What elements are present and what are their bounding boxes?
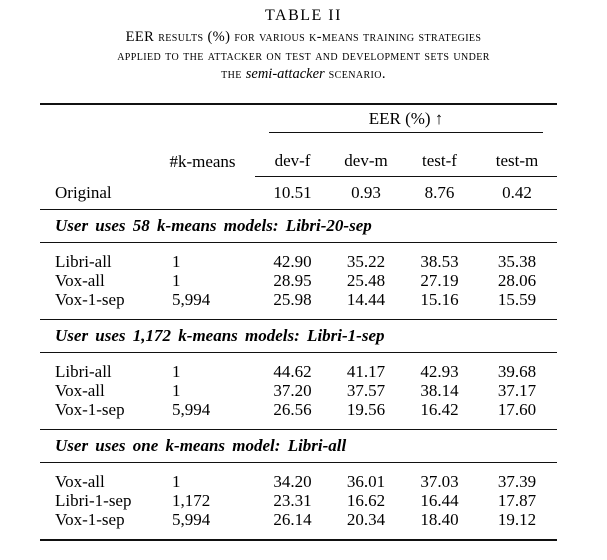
cell-test-m: 37.17 <box>497 381 537 400</box>
cell-test-f: 38.14 <box>420 381 459 400</box>
cell-dev-f: 34.20 <box>273 472 312 491</box>
kmeans-cell: 1 <box>172 381 181 400</box>
cell-dev-m: 35.22 <box>346 252 386 271</box>
kmeans-cell: 1 <box>172 472 181 491</box>
cell-test-m: 0.42 <box>477 176 558 210</box>
cell-dev-f: 44.62 <box>273 362 312 381</box>
row-label: Vox-1-sep <box>55 510 125 529</box>
section-header-row: User uses 1,172 k-means models: Libri-1-… <box>40 319 558 353</box>
table-row: Libri-all 1 42.90 35.22 38.53 35.38 <box>40 243 557 272</box>
kmeans-cell: 1 <box>172 362 181 381</box>
cell-dev-f: 25.98 <box>255 290 330 320</box>
column-header-blank <box>40 133 150 177</box>
cell-dev-m: 37.57 <box>346 381 386 400</box>
section-header: User uses 1,172 k-means models: Libri-1-… <box>40 319 558 353</box>
cell-test-m: 37.39 <box>497 472 537 491</box>
group-header-cell: EER (%) ↑ <box>255 104 557 133</box>
caption-line-2: applied to the attacker on test and deve… <box>117 47 490 64</box>
table-caption: TABLE II EER results (%) for various k-m… <box>0 6 607 84</box>
cell-dev-f: 26.14 <box>273 510 312 529</box>
row-label: Vox-all <box>55 472 105 491</box>
kmeans-cell: 1 <box>172 252 181 271</box>
group-header-spacer <box>40 104 255 133</box>
caption-line-1: EER results (%) for various k-means trai… <box>125 29 482 45</box>
kmeans-cell: 5,994 <box>150 400 255 430</box>
cell-dev-f: 28.95 <box>273 271 312 290</box>
row-label: Vox-1-sep <box>40 290 150 320</box>
cell-dev-f: 23.31 <box>273 491 312 510</box>
table-row: Vox-all 1 28.95 25.48 27.19 28.06 <box>40 271 557 290</box>
column-header-test-m: test-m <box>477 133 558 177</box>
cell-dev-m: 25.48 <box>346 271 386 290</box>
cell-dev-f: 42.90 <box>273 252 312 271</box>
column-header-test-f: test-f <box>402 133 477 177</box>
table-row: Vox-1-sep 5,994 25.98 14.44 15.16 15.59 <box>40 290 558 320</box>
cell-test-f: 8.76 <box>402 176 477 210</box>
table-row: Vox-1-sep 5,994 26.56 19.56 16.42 17.60 <box>40 400 558 430</box>
cell-test-m: 17.60 <box>477 400 558 430</box>
cell-test-m: 19.12 <box>497 510 537 529</box>
table-row: Vox-all 1 37.20 37.57 38.14 37.17 <box>40 381 557 400</box>
cell-test-m: 17.87 <box>497 491 537 510</box>
column-header-dev-m: dev-m <box>330 133 402 177</box>
table-row: Libri-1-sep 1,172 23.31 16.62 16.44 17.8… <box>40 491 557 510</box>
row-label: Libri-1-sep <box>55 491 132 510</box>
cell-test-f: 27.19 <box>420 271 459 290</box>
cell-test-f: 42.93 <box>420 362 459 381</box>
eer-group-header: EER (%) ↑ <box>269 109 544 133</box>
table-row: Vox-all 1 34.20 36.01 37.03 37.39 <box>40 463 557 492</box>
results-table: EER (%) ↑ #k-means dev-f dev-m test-f te… <box>40 103 558 541</box>
cell-test-m: 39.68 <box>497 362 537 381</box>
cell-dev-m: 16.62 <box>346 491 386 510</box>
kmeans-cell: 1,172 <box>172 491 211 510</box>
column-header-dev-f: dev-f <box>255 133 330 177</box>
cell-dev-f: 26.56 <box>255 400 330 430</box>
row-label: Vox-1-sep <box>40 400 150 430</box>
cell-dev-f: 37.20 <box>273 381 312 400</box>
table-row: Libri-all 1 44.62 41.17 42.93 39.68 <box>40 353 557 382</box>
kmeans-cell <box>150 176 255 210</box>
cell-dev-m: 0.93 <box>330 176 402 210</box>
section-header: User uses 58 k-means models: Libri-20-se… <box>40 209 558 243</box>
cell-test-m: 35.38 <box>497 252 537 271</box>
cell-dev-m: 36.01 <box>346 472 386 491</box>
cell-test-f: 18.40 <box>420 510 459 529</box>
kmeans-cell: 5,994 <box>172 510 211 529</box>
cell-dev-m: 19.56 <box>330 400 402 430</box>
cell-test-f: 37.03 <box>420 472 459 491</box>
row-label: Original <box>40 176 150 210</box>
group-header-row: EER (%) ↑ <box>40 104 557 133</box>
cell-test-m: 15.59 <box>477 290 558 320</box>
caption-scenario-name: semi-attacker <box>245 66 325 82</box>
caption-line-3: the semi-attacker scenario. <box>0 65 607 84</box>
table-caption-title: TABLE II <box>265 7 342 24</box>
section-header: User uses one k-means model: Libri-all <box>40 429 558 463</box>
cell-test-f: 16.44 <box>420 491 459 510</box>
table-row: Vox-1-sep 5,994 26.14 20.34 18.40 19.12 <box>40 510 557 540</box>
table-row-original: Original 10.51 0.93 8.76 0.42 <box>40 176 558 210</box>
cell-dev-m: 20.34 <box>346 510 386 529</box>
caption-line-3-pre: the <box>221 66 246 82</box>
row-label: Vox-all <box>55 381 105 400</box>
column-header-row: #k-means dev-f dev-m test-f test-m <box>40 133 558 177</box>
caption-line-3-post: scenario. <box>324 66 386 82</box>
cell-dev-m: 41.17 <box>346 362 386 381</box>
cell-dev-f: 10.51 <box>255 176 330 210</box>
section-header-row: User uses one k-means model: Libri-all <box>40 429 558 463</box>
cell-dev-m: 14.44 <box>330 290 402 320</box>
section-header-row: User uses 58 k-means models: Libri-20-se… <box>40 209 558 243</box>
kmeans-cell: 5,994 <box>150 290 255 320</box>
row-label: Vox-all <box>55 271 105 290</box>
cell-test-m: 28.06 <box>497 271 537 290</box>
row-label: Libri-all <box>55 362 112 381</box>
column-header-kmeans: #k-means <box>169 151 236 171</box>
kmeans-cell: 1 <box>172 271 181 290</box>
cell-test-f: 38.53 <box>420 252 459 271</box>
cell-test-f: 15.16 <box>402 290 477 320</box>
row-label: Libri-all <box>55 252 112 271</box>
cell-test-f: 16.42 <box>402 400 477 430</box>
